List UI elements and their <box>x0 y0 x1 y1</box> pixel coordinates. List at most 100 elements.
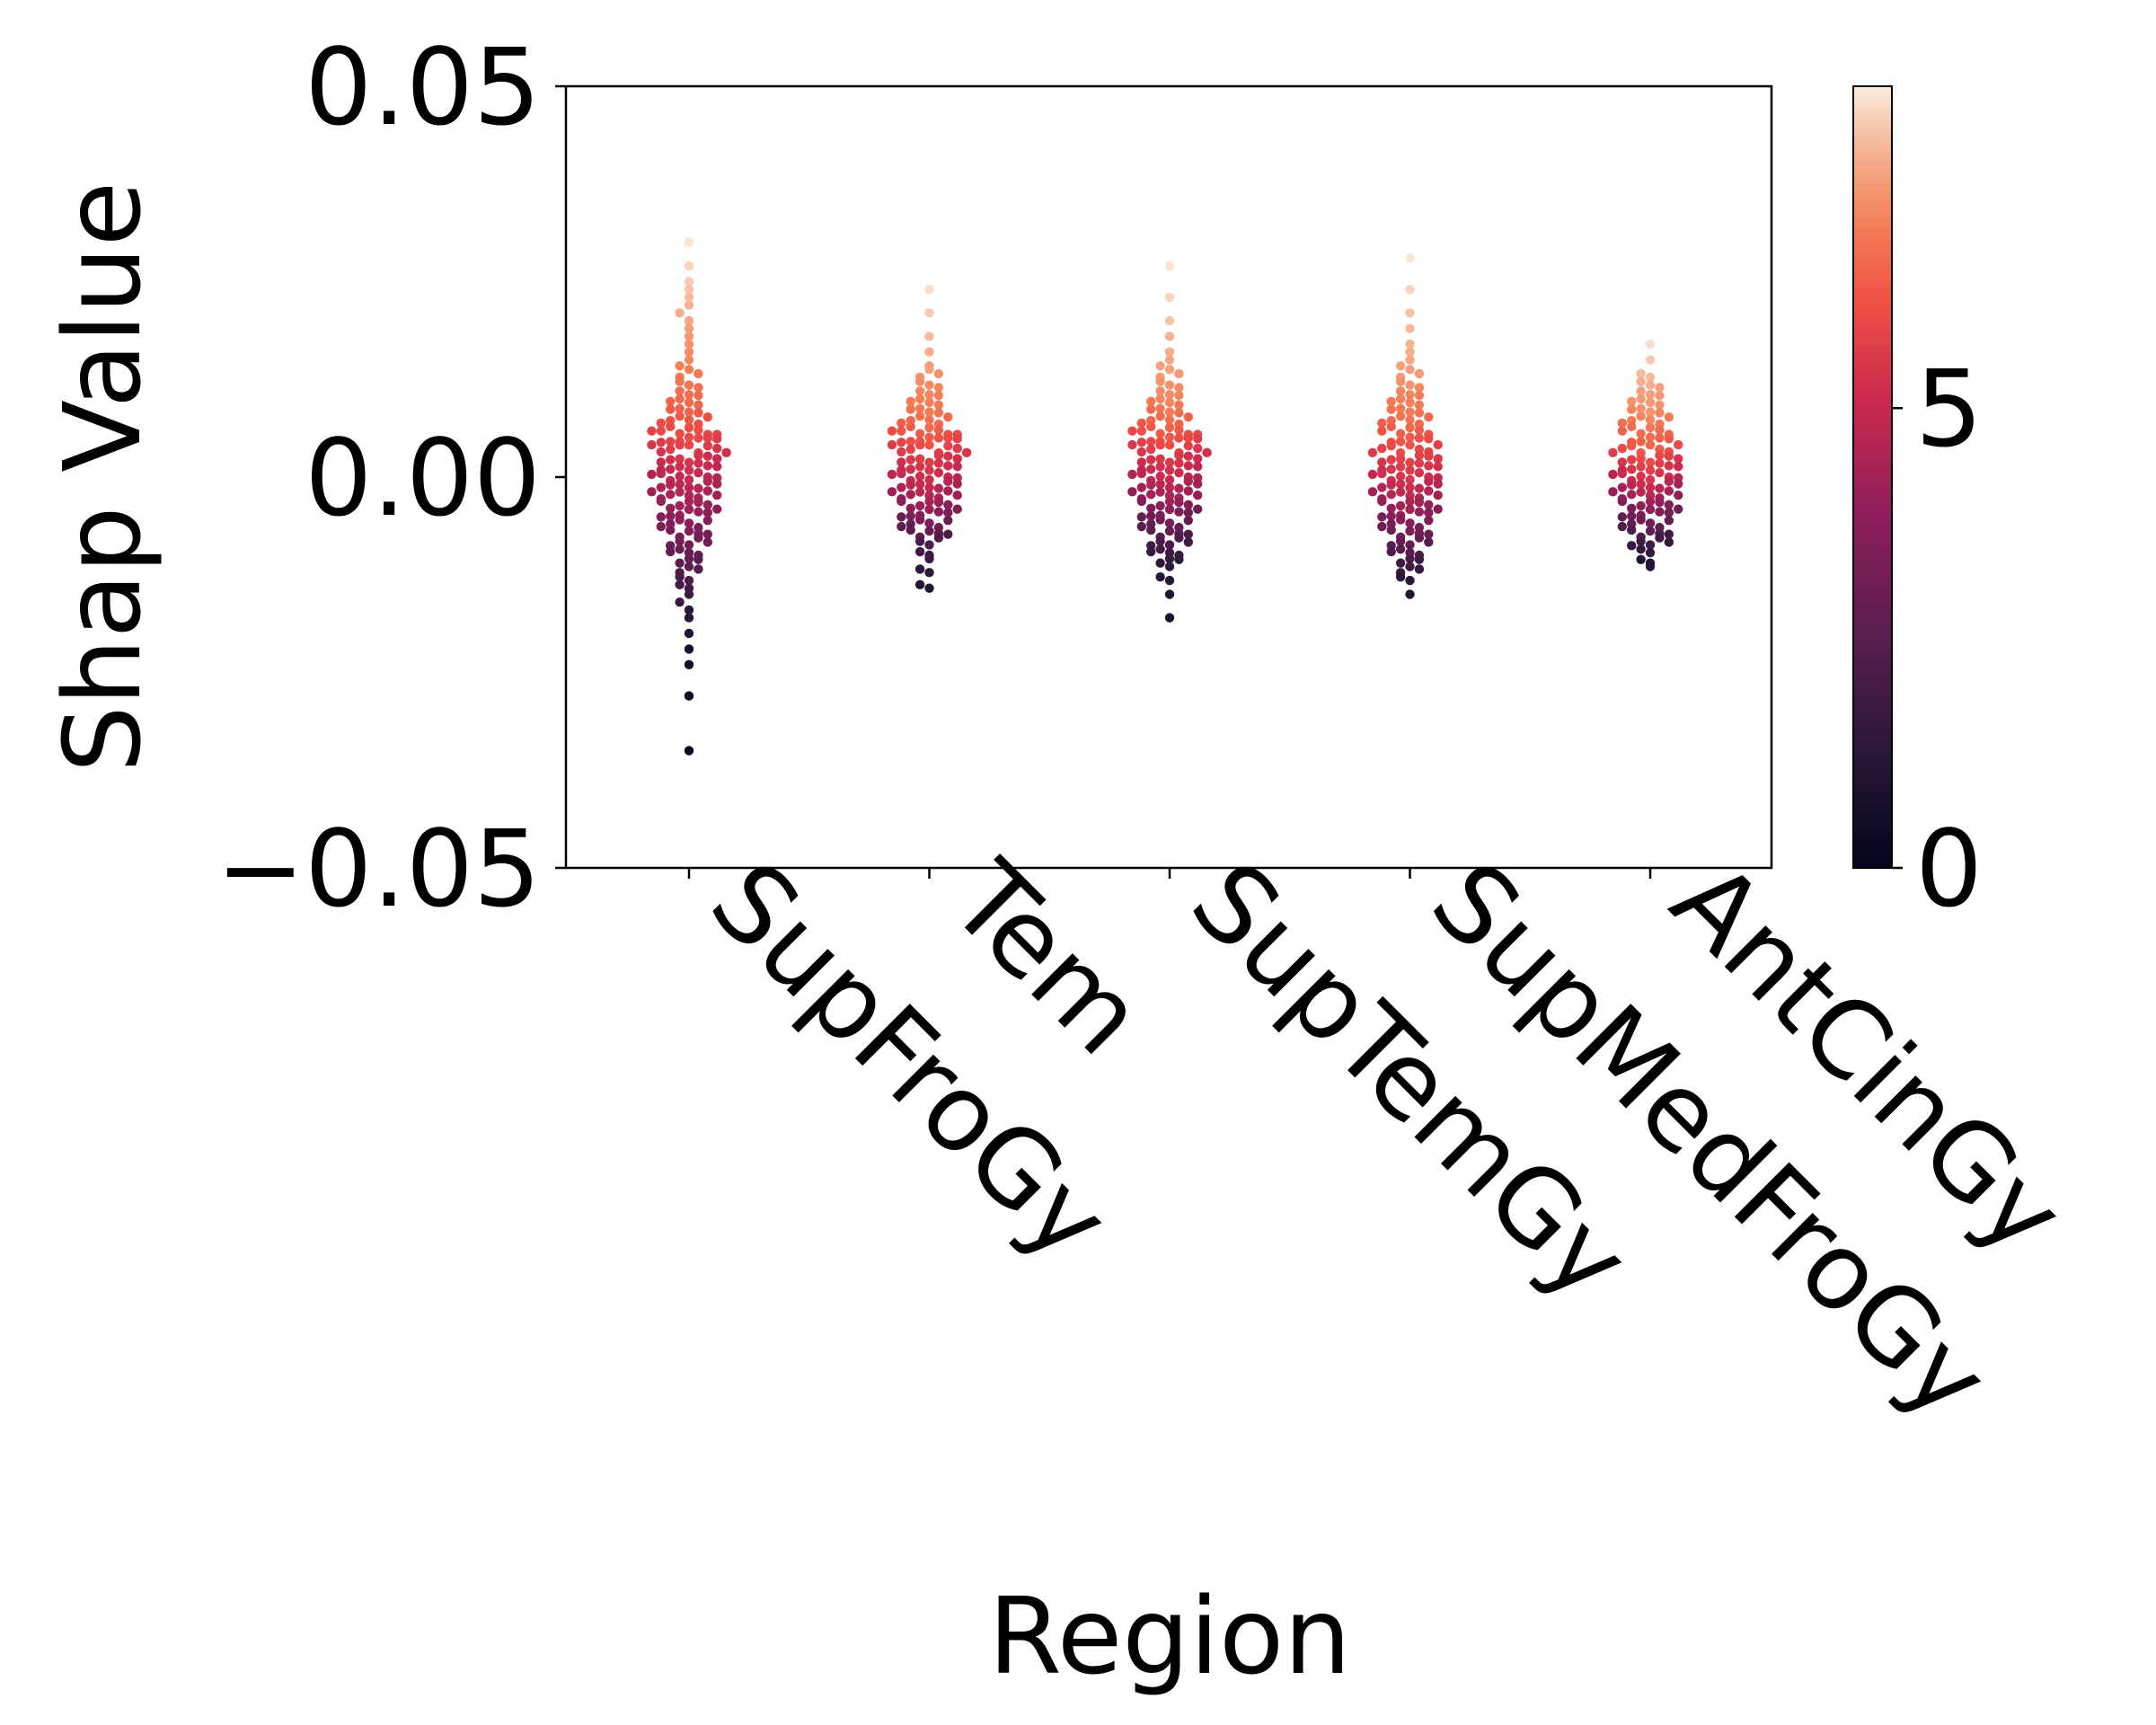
swarm-point-supmedfrogy <box>1433 462 1443 472</box>
swarm-point-supfrogy <box>684 440 694 450</box>
swarm-point-supfrogy <box>684 323 694 333</box>
swarm-point-supfrogy <box>684 589 694 599</box>
x-axis-title: Region <box>988 1574 1351 1698</box>
swarm-point-antcingy <box>1645 518 1656 528</box>
swarm-point-suptemgy <box>1174 468 1184 478</box>
swarm-point-supfrogy <box>675 440 685 450</box>
swarm-point-tem <box>952 454 962 464</box>
swarm-point-supfrogy <box>694 383 703 393</box>
swarm-point-tem <box>933 497 944 508</box>
swarm-point-supfrogy <box>684 390 694 400</box>
swarm-point-antcingy <box>1655 433 1665 443</box>
swarm-point-antcingy <box>1627 404 1637 414</box>
swarm-point-supmedfrogy <box>1395 376 1406 386</box>
swarm-point-antcingy <box>1664 476 1674 486</box>
swarm-point-suptemgy <box>1155 487 1165 497</box>
swarm-point-supfrogy <box>702 508 712 518</box>
swarm-point-suptemgy <box>1146 480 1156 490</box>
swarm-point-antcingy <box>1636 462 1646 472</box>
swarm-point-supmedfrogy <box>1367 469 1378 480</box>
swarm-point-supmedfrogy <box>1424 486 1434 496</box>
swarm-point-supfrogy <box>684 518 694 528</box>
swarm-point-supfrogy <box>675 411 685 421</box>
swarm-point-tem <box>924 440 934 450</box>
swarm-point-supfrogy <box>684 432 694 442</box>
swarm-point-suptemgy <box>1174 425 1184 435</box>
swarm-point-antcingy <box>1636 386 1646 396</box>
swarm-point-supfrogy <box>656 468 666 479</box>
swarm-point-suptemgy <box>1164 540 1175 550</box>
swarm-point-tem <box>943 486 953 496</box>
swarm-point-antcingy <box>1664 500 1674 510</box>
swarm-point-suptemgy <box>1174 400 1184 410</box>
swarm-point-tem <box>952 491 962 500</box>
swarm-point-suptemgy <box>1174 390 1184 401</box>
swarm-point-suptemgy <box>1183 433 1194 443</box>
swarm-point-supfrogy <box>675 471 685 482</box>
swarm-point-antcingy <box>1627 396 1637 407</box>
swarm-point-supfrogy <box>712 462 722 472</box>
swarm-point-supmedfrogy <box>1424 537 1434 547</box>
swarm-point-antcingy <box>1655 468 1665 478</box>
swarm-point-antcingy <box>1674 491 1683 500</box>
swarm-point-supfrogy <box>656 426 666 436</box>
swarm-point-supfrogy <box>702 516 712 526</box>
swarm-point-antcingy <box>1674 462 1683 472</box>
swarm-point-supfrogy <box>684 261 694 271</box>
swarm-point-suptemgy <box>1174 483 1184 493</box>
y-tick-label: 0.05 <box>305 25 541 149</box>
swarm-point-supmedfrogy <box>1433 491 1443 500</box>
swarm-point-supmedfrogy <box>1405 308 1415 318</box>
swarm-point-suptemgy <box>1164 397 1175 408</box>
swarm-point-antcingy <box>1674 504 1683 514</box>
swarm-point-supfrogy <box>684 407 694 417</box>
swarm-point-suptemgy <box>1164 526 1175 536</box>
swarm-point-supfrogy <box>675 429 685 438</box>
swarm-point-supmedfrogy <box>1414 368 1425 379</box>
swarm-point-suptemgy <box>1136 482 1147 492</box>
swarm-point-suptemgy <box>1155 394 1165 404</box>
swarm-point-supmedfrogy <box>1405 323 1415 333</box>
swarm-point-supmedfrogy <box>1414 458 1425 468</box>
swarm-point-tem <box>924 583 934 593</box>
swarm-point-supmedfrogy <box>1405 440 1415 450</box>
swarm-point-suptemgy <box>1174 450 1184 461</box>
swarm-point-tem <box>915 454 925 464</box>
swarm-point-antcingy <box>1645 355 1656 365</box>
swarm-point-suptemgy <box>1164 380 1175 390</box>
swarm-point-tem <box>943 412 953 422</box>
swarm-point-supmedfrogy <box>1414 468 1425 478</box>
swarm-point-suptemgy <box>1174 554 1184 564</box>
swarm-point-suptemgy <box>1174 368 1184 379</box>
swarm-point-suptemgy <box>1146 455 1156 464</box>
swarm-point-supfrogy <box>702 441 712 451</box>
swarm-point-supfrogy <box>675 579 685 590</box>
swarm-point-tem <box>915 403 925 413</box>
swarm-point-supmedfrogy <box>1395 437 1406 447</box>
swarm-point-supfrogy <box>684 575 694 586</box>
swarm-point-antcingy <box>1617 457 1628 467</box>
swarm-point-tem <box>924 526 934 536</box>
swarm-point-supfrogy <box>694 483 703 493</box>
swarm-point-tem <box>933 468 944 478</box>
swarm-point-suptemgy <box>1183 508 1194 518</box>
swarm-point-suptemgy <box>1183 537 1194 547</box>
swarm-point-antcingy <box>1664 486 1674 496</box>
swarm-point-suptemgy <box>1164 575 1175 586</box>
swarm-point-antcingy <box>1645 562 1656 571</box>
swarm-point-suptemgy <box>1155 544 1165 554</box>
swarm-point-tem <box>897 496 906 507</box>
swarm-point-suptemgy <box>1155 386 1165 396</box>
swarm-point-tem <box>943 516 953 526</box>
swarm-point-supfrogy <box>712 434 722 444</box>
swarm-point-tem <box>924 415 934 425</box>
swarm-point-antcingy <box>1645 457 1656 467</box>
swarm-point-suptemgy <box>1164 496 1175 507</box>
swarm-point-supfrogy <box>684 746 694 756</box>
swarm-point-antcingy <box>1645 390 1656 400</box>
swarm-point-suptemgy <box>1164 613 1175 623</box>
swarm-point-suptemgy <box>1164 292 1175 303</box>
swarm-point-tem <box>915 536 925 546</box>
swarm-point-supfrogy <box>684 339 694 349</box>
swarm-point-supfrogy <box>702 486 712 496</box>
